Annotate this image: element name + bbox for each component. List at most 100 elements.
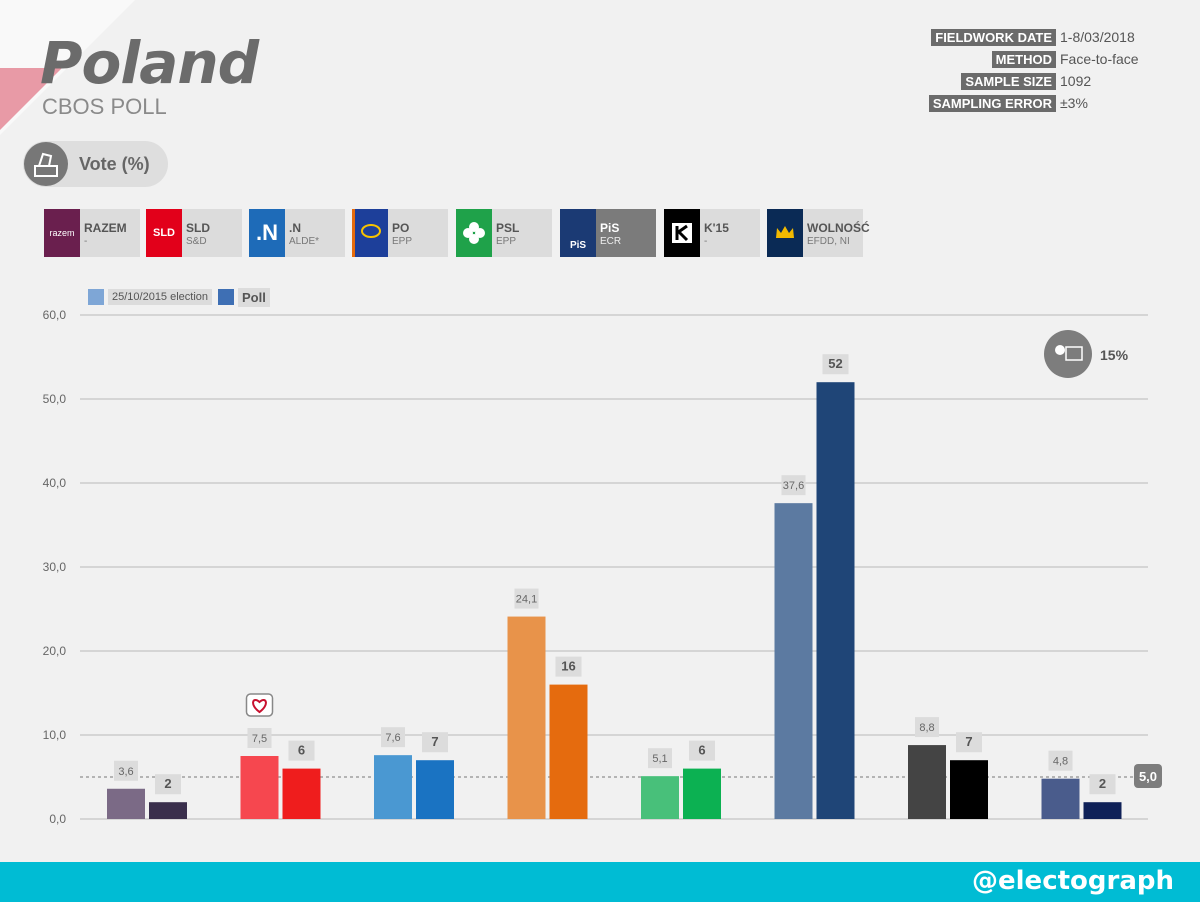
party-group: S&D	[186, 236, 207, 247]
bar-chart: 0,0 10,0 20,0 30,0 40,0 50,0 60,0 5,0 3,6 2 7,5 6 7,…	[43, 308, 1162, 826]
data-label: 7	[965, 734, 972, 749]
data-label-bg	[1048, 750, 1073, 771]
legend-swatch-election	[88, 289, 104, 305]
data-label-bg	[114, 760, 138, 781]
data-label-bg	[648, 748, 672, 769]
party-card-razem: razem RAZEM -	[44, 209, 140, 257]
party-group: ALDE*	[289, 236, 320, 247]
data-label: 6	[698, 743, 705, 758]
y-tick-label: 10,0	[43, 728, 67, 742]
threshold-badge	[1134, 764, 1162, 788]
bar	[374, 755, 412, 819]
razem-logo-icon: razem	[44, 209, 80, 257]
party-name: .N	[289, 221, 301, 235]
vote-pill: Vote (%)	[23, 141, 168, 187]
bar	[240, 756, 279, 819]
bar	[774, 503, 813, 819]
undecided-label: 15%	[1100, 347, 1129, 363]
data-label-bg	[514, 588, 539, 609]
data-label: 5,1	[652, 753, 667, 765]
meta-row-sampling-error: SAMPLING ERROR ±3%	[928, 92, 1140, 114]
n-logo-icon: .N	[249, 209, 285, 257]
legend-election: 25/10/2015 election	[88, 287, 213, 307]
y-tick-label: 40,0	[43, 476, 67, 490]
party-card-pis: PiS PiS ECR	[560, 209, 656, 257]
bar	[416, 760, 454, 819]
legend-label-poll: Poll	[238, 287, 270, 307]
meta-key: SAMPLE SIZE	[961, 72, 1056, 90]
data-label-bg	[381, 727, 405, 748]
footer-bar: @electograph	[0, 862, 1200, 902]
data-label: 37,6	[783, 480, 804, 492]
sld-logo-icon: SLD	[146, 209, 182, 257]
meta-value: 1092	[1060, 73, 1092, 89]
data-label-bg	[422, 732, 448, 753]
ballot-box-icon	[24, 142, 68, 186]
bar	[950, 760, 988, 819]
bar	[1041, 778, 1080, 819]
data-label: 4,8	[1053, 756, 1068, 768]
bar	[282, 768, 321, 819]
bar	[107, 788, 145, 819]
party-name: PSL	[496, 221, 520, 235]
data-label-bg	[555, 656, 582, 677]
bar	[507, 616, 546, 819]
data-label-bg	[689, 740, 715, 761]
legend-poll: Poll	[218, 287, 270, 307]
heart-badge	[245, 693, 274, 717]
party-name: K'15	[704, 221, 729, 235]
data-label: 7	[431, 734, 438, 749]
party-card-n: .N .N ALDE*	[249, 209, 345, 257]
data-label-bg	[956, 732, 982, 753]
party-group: EPP	[392, 236, 413, 247]
threshold-label: 5,0	[1139, 769, 1157, 784]
data-label: 52	[828, 356, 842, 371]
data-label: 6	[298, 743, 305, 758]
footer-handle: @electograph	[972, 866, 1174, 896]
party-card-psl: PSL EPP	[456, 209, 552, 257]
po-logo-icon	[352, 209, 388, 257]
data-label: 7,5	[252, 733, 267, 745]
party-name: RAZEM	[84, 221, 127, 235]
party-card-wolnosc: WOLNOŚĆ EFDD, NI	[767, 209, 870, 257]
meta-key: SAMPLING ERROR	[928, 94, 1056, 112]
clover-logo-icon	[456, 209, 492, 257]
party-group: ECR	[600, 236, 622, 247]
party-group: EFDD, NI	[807, 236, 850, 247]
data-label: 8,8	[919, 722, 934, 734]
crown-logo-icon	[767, 209, 803, 257]
meta-row-fieldwork: FIELDWORK DATE 1-8/03/2018	[929, 26, 1140, 48]
bar	[641, 776, 679, 819]
corner-accent	[0, 0, 135, 135]
undecided-envelope-icon	[1065, 346, 1083, 361]
meta-row-sample-size: SAMPLE SIZE 1092	[929, 70, 1140, 92]
bar	[908, 745, 946, 819]
y-tick-label: 0,0	[49, 812, 66, 826]
data-label: 7,6	[385, 732, 400, 744]
page-subtitle: CBOS POLL	[42, 94, 167, 119]
undecided-icon	[1044, 330, 1092, 378]
data-label: 2	[1099, 776, 1106, 791]
legend-swatch-poll	[218, 289, 234, 305]
meta-value: 1-8/03/2018	[1060, 29, 1135, 45]
data-label-bg	[822, 354, 849, 375]
y-tick-label: 60,0	[43, 308, 67, 322]
data-label: 24,1	[516, 594, 537, 606]
k15-logo-icon	[664, 209, 700, 257]
data-label-bg	[915, 717, 939, 738]
data-label-bg	[155, 774, 181, 795]
undecided-person-icon	[1055, 345, 1065, 355]
party-group: EPP	[496, 236, 517, 247]
meta-row-method: METHOD Face-to-face	[929, 48, 1140, 70]
bar	[549, 684, 588, 819]
pis-logo-icon: PiS	[560, 209, 596, 257]
party-card-k15: K'15 -	[664, 209, 760, 257]
party-name: PiS	[600, 221, 620, 235]
data-label-bg	[1089, 774, 1116, 795]
data-label: 3,6	[118, 766, 133, 778]
meta-key: FIELDWORK DATE	[931, 28, 1056, 46]
bar	[683, 768, 721, 819]
data-label: 16	[561, 659, 575, 674]
party-name: PO	[392, 221, 410, 235]
party-group: -	[704, 236, 708, 247]
